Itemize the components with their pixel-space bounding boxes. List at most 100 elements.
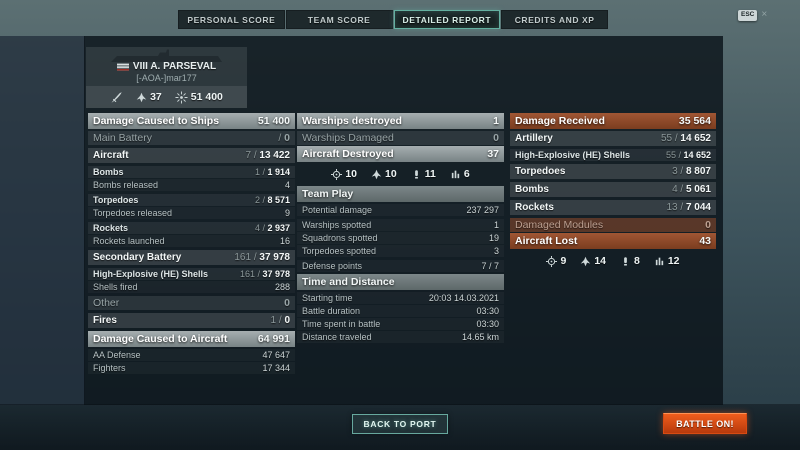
stat-label: Warships spotted	[302, 220, 372, 230]
stat-label: High-Explosive (HE) Shells	[515, 150, 631, 160]
stat-value: 03:30	[476, 319, 499, 329]
column-team-play: Warships destroyed 1 Warships Damaged 0 Airc…	[297, 113, 504, 344]
stat-label: Time spent in battle	[302, 319, 381, 329]
row-bombs: Bombs 1 / 1 914	[88, 166, 295, 178]
row-distance-traveled: Distance traveled 14.65 km	[297, 331, 504, 343]
close-icon[interactable]: ×	[761, 9, 768, 21]
icon-count: 12	[667, 255, 680, 267]
stat-label: Shells fired	[93, 282, 138, 292]
row-damaged-modules: Damaged Modules 0	[510, 218, 716, 232]
stat-value: 2 / 8 571	[254, 195, 290, 205]
row-aircraft-lost: Aircraft Lost 43	[510, 233, 716, 249]
stat-value: 43	[699, 235, 711, 247]
stat-value: 9	[284, 208, 290, 218]
row-team-play: Team Play	[297, 186, 504, 202]
row-shells-fired: Shells fired 288	[88, 281, 295, 293]
icon-count: 6	[463, 168, 470, 180]
stat-label: Torpedoes	[515, 166, 566, 177]
column-damage-dealt: Damage Caused to Ships 51 400 Main Battery…	[88, 113, 295, 375]
stat-label: Damage Received	[515, 115, 605, 127]
stat-label: Bombs	[515, 184, 549, 195]
stat-value: 0	[705, 219, 711, 231]
stat-label: Main Battery	[93, 132, 152, 144]
stat-label: Aircraft Lost	[515, 235, 578, 247]
bars-icon: 6	[450, 168, 470, 180]
ship-stats: 37 51 400	[86, 86, 247, 108]
stat-label: Damaged Modules	[515, 219, 604, 231]
icon-count: 37	[150, 91, 162, 103]
icon-count: 9	[560, 255, 567, 267]
stat-label: Damage Caused to Aircraft	[93, 333, 228, 345]
stat-label: High-Explosive (HE) Shells	[93, 269, 209, 279]
icon-count: 11	[424, 168, 436, 180]
stat-label: Torpedoes released	[93, 208, 173, 218]
stat-value: 64 991	[257, 333, 290, 345]
column-damage-received: Damage Received 35 564 Artillery 55 / 14 65…	[510, 113, 716, 272]
bars-icon: 12	[654, 255, 680, 267]
stat-value: 0	[284, 297, 290, 309]
plane-icon: 37	[136, 91, 162, 103]
row-fires: Fires 1 / 0	[88, 313, 295, 328]
stat-label: Potential damage	[302, 205, 373, 215]
stat-label: Torpedoes spotted	[302, 246, 377, 256]
stat-label: Bombs released	[93, 180, 159, 190]
stat-label: Squadrons spotted	[302, 233, 378, 243]
plane-icon: 10	[371, 168, 397, 180]
back-to-port-button[interactable]: BACK TO PORT	[352, 414, 448, 434]
stat-value: 161 / 37 978	[234, 252, 290, 263]
stat-value: 1 / 1 914	[254, 167, 290, 177]
burst-icon: 51 400	[175, 90, 223, 104]
tab-team-score[interactable]: TEAM SCORE	[285, 10, 393, 29]
tab-detailed-report[interactable]: DETAILED REPORT	[393, 10, 501, 29]
icon-count: 10	[345, 168, 358, 180]
row-torpedoes: Torpedoes 3 / 8 807	[510, 164, 716, 179]
row-time-spent-in-battle: Time spent in battle 03:30	[297, 318, 504, 330]
stat-value: 7 / 7	[481, 261, 499, 271]
stat-label: Artillery	[515, 133, 553, 144]
tab-bar: PERSONAL SCORE TEAM SCORE DETAILED REPORT C…	[178, 10, 608, 29]
stat-value: 3	[493, 246, 499, 256]
stat-value: 7 / 13 422	[245, 150, 291, 161]
stat-value: 1	[493, 220, 499, 230]
stat-value: 4 / 2 937	[254, 223, 290, 233]
row-bombs: Bombs 4 / 5 061	[510, 182, 716, 197]
stat-label: Rockets	[93, 223, 129, 233]
row-damage-caused-to-ships: Damage Caused to Ships 51 400	[88, 113, 295, 129]
row-damage-caused-to-aircraft: Damage Caused to Aircraft 64 991	[88, 331, 295, 347]
esc-key[interactable]: ESC	[738, 10, 758, 21]
bomb-icon: 11	[411, 168, 436, 180]
stat-label: AA Defense	[93, 350, 141, 360]
stat-label: Warships Damaged	[302, 132, 394, 144]
target-icon: 9	[546, 255, 566, 267]
row-aircraft-destroyed: Aircraft Destroyed 37	[297, 146, 504, 162]
stat-value: 51 400	[257, 115, 290, 127]
aircraft-type-counts: 10 10 11 6	[297, 164, 504, 184]
row-high-explosive-he-shells: High-Explosive (HE) Shells 55 / 14 652	[510, 149, 716, 161]
row-high-explosive-he-shells: High-Explosive (HE) Shells 161 / 37 978	[88, 268, 295, 280]
stat-label: Bombs	[93, 167, 124, 177]
row-squadrons-spotted: Squadrons spotted 19	[297, 232, 504, 244]
stat-label: Warships destroyed	[302, 115, 402, 127]
stat-value: 55 / 14 652	[660, 133, 711, 144]
tab-credits-and-xp[interactable]: CREDITS AND XP	[501, 10, 608, 29]
stat-value: 0	[493, 132, 499, 144]
icon-count: 14	[594, 255, 606, 267]
row-battle-duration: Battle duration 03:30	[297, 305, 504, 317]
stat-value: 17 344	[262, 363, 290, 373]
target-icon: 10	[331, 168, 357, 180]
esc-hint: ESC ×	[738, 10, 767, 21]
row-rockets: Rockets 4 / 2 937	[88, 222, 295, 234]
tab-personal-score[interactable]: PERSONAL SCORE	[178, 10, 285, 29]
german-flag-icon	[116, 62, 129, 71]
battle-on-button[interactable]: BATTLE ON!	[663, 413, 747, 434]
stat-value: 35 564	[678, 115, 711, 127]
ship-name-row: VIII A. PARSEVAL	[116, 61, 216, 72]
stat-value: / 0	[278, 132, 290, 144]
stat-label: Starting time	[302, 293, 353, 303]
bomb-icon: 8	[620, 255, 640, 267]
row-potential-damage: Potential damage 237 297	[297, 204, 504, 216]
stat-label: Secondary Battery	[93, 252, 182, 263]
row-rockets: Rockets 13 / 7 044	[510, 200, 716, 215]
stat-value: 03:30	[476, 306, 499, 316]
stat-value: 55 / 14 652	[665, 150, 711, 160]
